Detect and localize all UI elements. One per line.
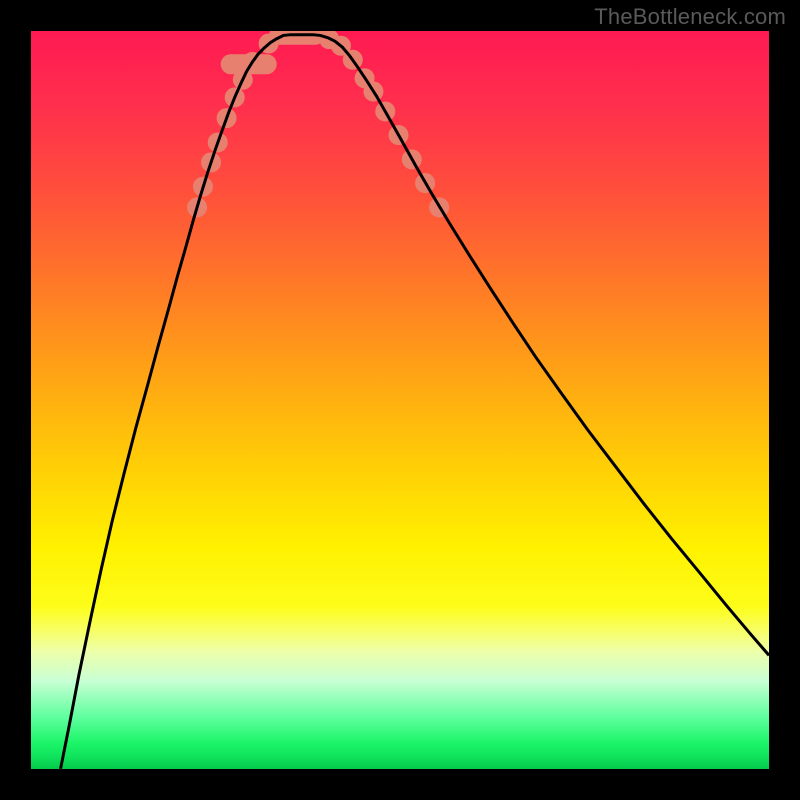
bottleneck-chart: [31, 31, 769, 769]
curve-marker: [221, 54, 277, 74]
watermark-text: TheBottleneck.com: [594, 4, 786, 30]
outer-frame: TheBottleneck.com: [0, 0, 800, 800]
